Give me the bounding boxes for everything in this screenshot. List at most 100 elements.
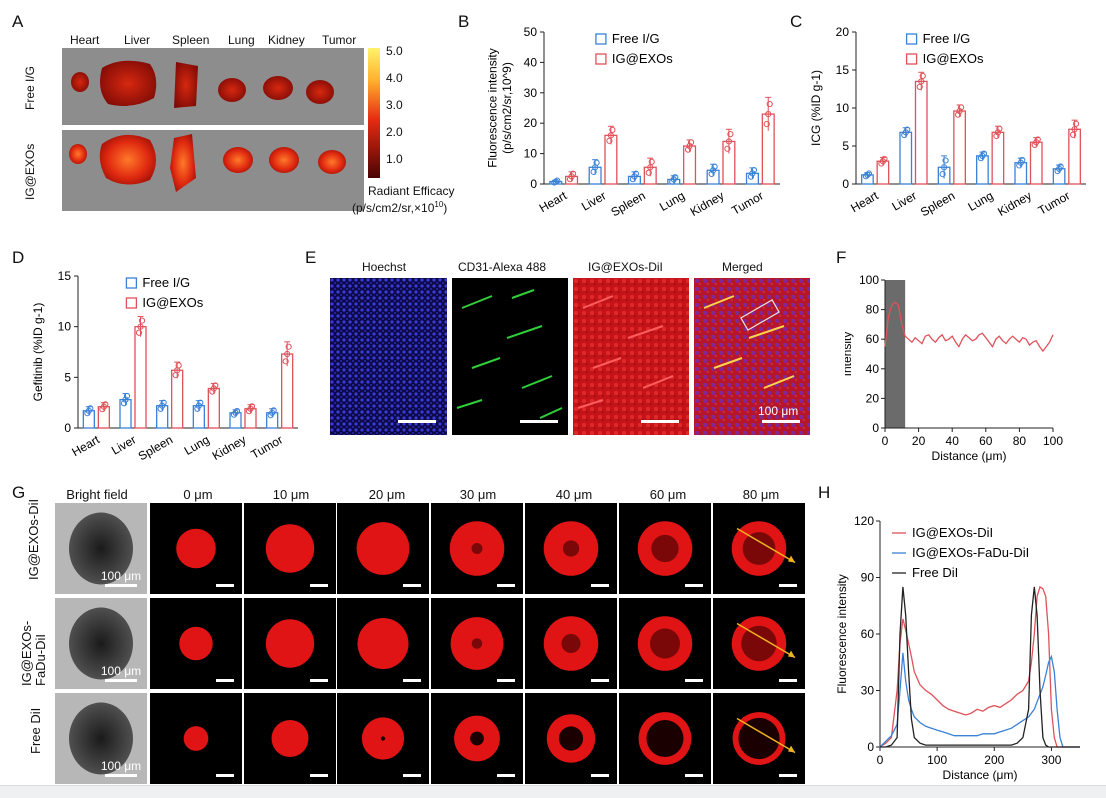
spheroid-tile <box>337 693 429 784</box>
data-point <box>980 150 988 157</box>
scale-bar <box>591 584 609 587</box>
chart-b: 0 10 20 30 40 50 Heart Liver Spleen Lung Kidney Tum… <box>485 25 780 219</box>
x-tick-label: Lung <box>966 188 996 213</box>
legend-marker <box>595 33 607 45</box>
bar <box>171 369 184 429</box>
x-axis-label: Distance (μm) <box>943 768 1018 782</box>
panel-e-title-merged: Merged <box>722 260 763 274</box>
data-point <box>123 392 131 400</box>
scale-bar <box>779 584 797 587</box>
y-tick-label: 5 <box>842 139 849 153</box>
series-line <box>884 301 1054 353</box>
data-point <box>750 166 758 174</box>
legend-label: IG@EXOs-DiI <box>912 525 993 540</box>
column-title: 20 μm <box>368 487 406 502</box>
data-point <box>284 350 291 358</box>
scale-bar <box>497 584 515 587</box>
panel-letter-a: A <box>12 12 24 31</box>
x-tick-label: 200 <box>984 753 1004 767</box>
bar <box>1029 141 1043 185</box>
scale-bar <box>216 679 234 682</box>
scale-bar <box>403 774 421 777</box>
legend-marker <box>125 277 138 289</box>
spheroid-tile <box>244 598 336 689</box>
y-tick-label: 20 <box>866 391 880 405</box>
series-line <box>879 652 1080 748</box>
colorbar-title: Radiant Efficacy <box>368 184 455 198</box>
spheroid-tile <box>337 598 429 689</box>
colorbar-tick-label: 1.0 <box>386 152 403 166</box>
spheroid-core <box>738 717 780 760</box>
spheroid-core <box>470 731 484 746</box>
y-axis-label: Gefitinib (%ID g-1) <box>31 303 45 402</box>
spheroid-tile <box>431 503 523 594</box>
scale-bar <box>779 774 797 777</box>
x-tick-label: 40 <box>946 434 960 448</box>
colorbar-unit: (p/s/cm2/sr,×1010) <box>352 200 447 215</box>
x-tick-label: Kidney <box>995 188 1034 218</box>
data-point <box>645 169 652 176</box>
data-point <box>766 100 773 108</box>
spheroid-tile <box>150 503 242 594</box>
scale-bar <box>105 679 137 682</box>
data-point <box>724 145 731 152</box>
organ-label: Spleen <box>172 33 210 47</box>
x-tick-label: Spleen <box>608 188 647 219</box>
series-line <box>879 585 1080 748</box>
data-point <box>687 139 695 146</box>
scale-bar <box>591 679 609 682</box>
row-label-ig-exos: IG@EXOs <box>23 143 37 200</box>
spheroid-signal <box>176 528 216 569</box>
bar <box>899 131 913 185</box>
spheroid-tile <box>431 598 523 689</box>
data-point <box>554 177 561 184</box>
spheroid-core <box>562 540 580 557</box>
ivis-image <box>62 48 364 211</box>
profile-arrowhead <box>788 745 795 753</box>
scale-bar-label: 100 μm <box>101 569 141 583</box>
data-point <box>195 402 202 409</box>
legend-marker <box>905 33 918 45</box>
y-tick-label: 10 <box>58 320 72 334</box>
column-title: 80 μm <box>742 487 780 502</box>
scale-bar <box>685 774 703 777</box>
scale-bar <box>403 584 421 587</box>
legend-marker <box>905 53 918 65</box>
data-point <box>939 171 946 178</box>
x-tick-label: 100 <box>1043 434 1063 448</box>
data-point <box>135 329 143 336</box>
data-point <box>1057 163 1064 170</box>
data-point <box>916 83 923 90</box>
data-point <box>957 104 965 111</box>
spheroid-tile <box>244 503 336 594</box>
x-tick-label: Liver <box>889 188 919 213</box>
data-point <box>282 358 289 365</box>
y-tick-label: 20 <box>524 116 538 130</box>
legend-label: Free I/G <box>612 31 660 46</box>
y-tick-label: 90 <box>861 571 875 585</box>
data-point <box>647 164 654 171</box>
spheroid-tile <box>619 693 711 784</box>
spheroid-signal <box>357 617 409 670</box>
scale-bar <box>779 679 797 682</box>
x-tick-label: 20 <box>912 434 926 448</box>
y-axis-label: Fluorescence intensity <box>835 574 849 693</box>
data-point <box>919 72 926 80</box>
spheroid-tile <box>525 598 617 689</box>
data-point <box>159 402 166 409</box>
spheroid-signal <box>271 720 309 757</box>
data-point <box>684 146 692 153</box>
profile-arrow <box>736 527 796 564</box>
data-point <box>881 155 888 163</box>
data-point <box>157 405 164 412</box>
data-point <box>996 125 1003 132</box>
spheroid-tile: 100 μm <box>55 503 147 594</box>
data-point <box>672 174 679 181</box>
scale-bar <box>685 584 703 587</box>
spheroid-tile <box>713 693 805 784</box>
colorbar-tick-label: 2.0 <box>386 125 403 139</box>
data-point <box>606 137 613 144</box>
scale-bar <box>497 774 515 777</box>
data-point <box>197 399 204 406</box>
y-tick-label: 10 <box>524 147 538 161</box>
